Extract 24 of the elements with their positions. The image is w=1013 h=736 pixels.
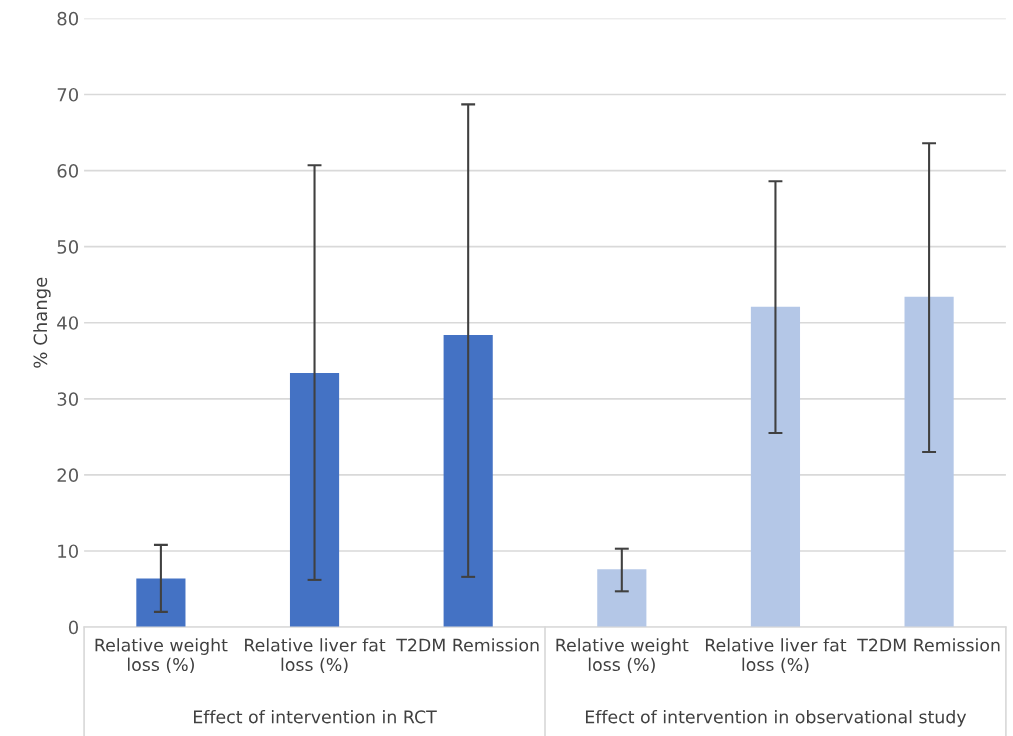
- x-tick-label: Relative weight loss (%): [95, 638, 228, 674]
- x-tick-label: Relative liver fat loss (%): [705, 638, 847, 674]
- y-tick-label: 60: [57, 164, 79, 178]
- x-tick-label: T2DM Remission: [396, 638, 539, 652]
- y-tick-label: 50: [57, 240, 79, 254]
- x-tick-label: T2DM Remission: [857, 638, 1000, 652]
- y-tick-label: 10: [58, 544, 79, 559]
- x-tick-label: Relative liver fat loss (%): [245, 638, 386, 674]
- bar: [904, 296, 954, 628]
- text: Effect of intervention in RCT: [194, 709, 437, 724]
- y-tick-label: 20: [57, 468, 79, 483]
- bar: [443, 334, 493, 628]
- bar: [750, 306, 801, 628]
- y-tick-label: 70: [57, 87, 79, 102]
- bar: [597, 569, 647, 628]
- bar: [289, 372, 340, 628]
- y-axis-title: % Change: [33, 277, 51, 368]
- bar: [136, 578, 186, 628]
- x-tick-label: Relative weight loss (%): [556, 638, 689, 674]
- y-tick-label: 80: [57, 11, 79, 26]
- y-tick-label: 0: [68, 620, 79, 635]
- text: Effect of intervention in observational study: [585, 709, 967, 727]
- y-tick-label: 30: [57, 392, 79, 406]
- y-tick-label: 40: [57, 316, 79, 330]
